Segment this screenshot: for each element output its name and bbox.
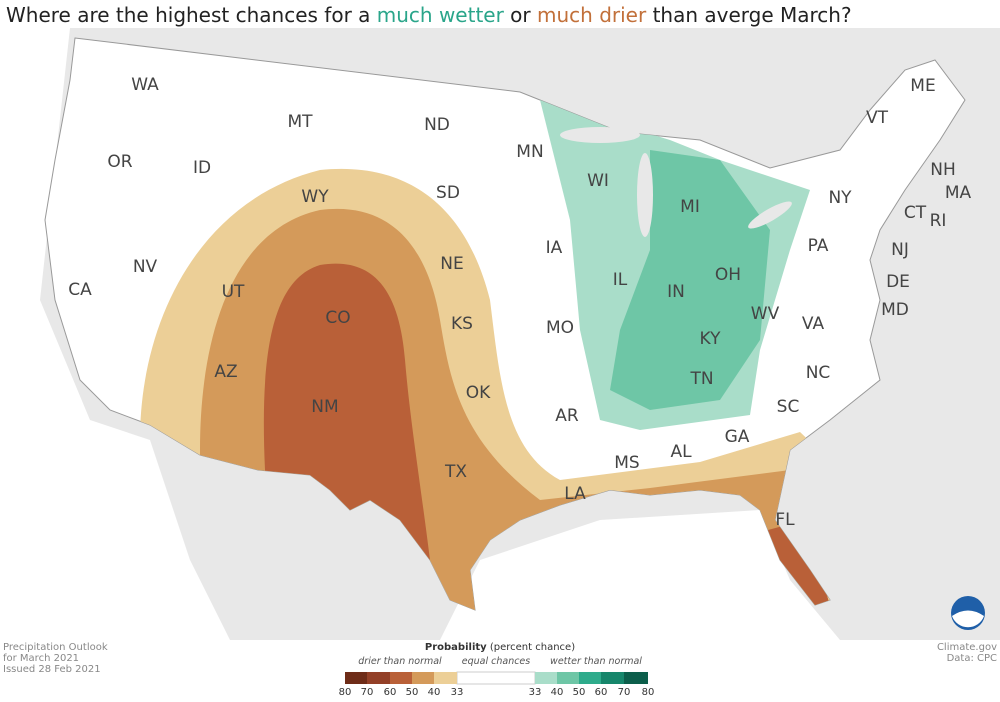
state-label: ME <box>910 76 935 96</box>
legend-swatch <box>624 672 648 684</box>
legend-tick: 70 <box>618 687 631 698</box>
state-label: KY <box>700 329 722 349</box>
state-label: NC <box>806 363 831 383</box>
legend-tick: 70 <box>361 687 374 698</box>
state-label: OK <box>466 383 491 403</box>
title-segment: much wetter <box>377 3 505 27</box>
state-label: MT <box>287 112 313 132</box>
legend-subtitle: (percent chance) <box>490 642 575 653</box>
state-label: MA <box>945 183 972 203</box>
legend-tick: 80 <box>642 687 655 698</box>
footer-right: Data: CPC <box>947 653 997 664</box>
footer-right: Climate.gov <box>937 642 997 653</box>
legend-swatch <box>535 672 557 684</box>
state-label: TX <box>444 462 467 482</box>
footer-left: for March 2021 <box>3 653 79 664</box>
state-label: AR <box>555 406 579 426</box>
lake <box>560 127 640 143</box>
legend-equal: equal chances <box>462 656 531 667</box>
state-label: MO <box>546 318 574 338</box>
legend-wetter: wetter than normal <box>550 656 642 667</box>
state-label: MN <box>516 142 543 162</box>
state-label: NE <box>440 254 463 274</box>
state-label: OR <box>107 152 132 172</box>
legend: Probability (percent chance) drier than … <box>339 642 655 698</box>
state-label: CT <box>904 203 927 223</box>
legend-tick: 33 <box>529 687 542 698</box>
title-segment: or <box>504 3 537 27</box>
state-label: ND <box>424 115 450 135</box>
legend-swatch <box>412 672 434 684</box>
legend-equal-swatch <box>456 671 536 685</box>
state-label: IL <box>613 270 628 290</box>
state-label: GA <box>725 427 750 447</box>
legend-tick: 40 <box>551 687 564 698</box>
legend-title: Probability (percent chance) <box>425 642 575 653</box>
state-label: ID <box>193 158 211 178</box>
ocean <box>0 28 230 640</box>
legend-tick: 50 <box>573 687 586 698</box>
state-label: WV <box>751 304 780 324</box>
state-label: WY <box>301 187 329 207</box>
state-label: MS <box>614 453 639 473</box>
legend-swatch <box>579 672 601 684</box>
legend-swatch <box>601 672 624 684</box>
state-label: IA <box>546 238 563 258</box>
state-label: VA <box>802 314 825 334</box>
state-label: UT <box>222 282 245 302</box>
legend-tick: 60 <box>595 687 608 698</box>
legend-tick: 40 <box>428 687 441 698</box>
state-label: MD <box>881 300 909 320</box>
state-labels: WA MT ND MN ME VT OR ID WI MI NH MA NY SD WY CT RI NJ PA IA… <box>68 75 971 530</box>
state-label: RI <box>930 211 947 231</box>
state-label: MI <box>680 197 700 217</box>
state-label: TN <box>689 369 713 389</box>
legend-swatch <box>345 672 367 684</box>
title-segment: than averge March? <box>646 3 851 27</box>
state-label: FL <box>775 510 795 530</box>
state-label: WA <box>131 75 159 95</box>
state-label: DE <box>886 272 910 292</box>
state-label: NJ <box>891 240 909 260</box>
legend-tick: 60 <box>384 687 397 698</box>
state-label: IN <box>667 282 685 302</box>
state-label: CA <box>68 280 92 300</box>
legend-tick: 50 <box>406 687 419 698</box>
legend-swatch <box>390 672 412 684</box>
gulf <box>440 510 840 640</box>
state-label: NH <box>930 160 956 180</box>
state-label: WI <box>587 171 609 191</box>
legend-tick: 80 <box>339 687 352 698</box>
state-label: PA <box>808 236 829 256</box>
legend-swatch <box>367 672 390 684</box>
legend-title-main: Probability <box>425 642 487 653</box>
state-label: OH <box>715 265 741 285</box>
title: Where are the highest chances for a much… <box>6 3 852 27</box>
lake <box>748 201 792 229</box>
state-label: AL <box>670 442 692 462</box>
state-label: AZ <box>214 362 237 382</box>
state-label: NY <box>828 188 852 208</box>
state-label: LA <box>564 484 586 504</box>
noaa-logo-wave <box>952 610 984 628</box>
state-label: SC <box>777 397 800 417</box>
title-segment: much drier <box>537 3 647 27</box>
legend-drier: drier than normal <box>358 656 442 667</box>
state-label: VT <box>866 108 889 128</box>
state-label: NV <box>133 257 158 277</box>
state-label: CO <box>325 308 350 328</box>
title-segment: Where are the highest chances for a <box>6 3 377 27</box>
state-label: KS <box>451 314 473 334</box>
legend-swatch <box>434 672 457 684</box>
lake <box>637 153 653 237</box>
legend-swatch <box>557 672 579 684</box>
legend-tick: 33 <box>451 687 464 698</box>
state-label: NM <box>311 397 338 417</box>
drier-50-60-fl <box>760 520 840 610</box>
footer-left: Precipitation Outlook <box>3 642 108 653</box>
state-label: SD <box>436 183 460 203</box>
footer-left: Issued 28 Feb 2021 <box>3 664 101 675</box>
